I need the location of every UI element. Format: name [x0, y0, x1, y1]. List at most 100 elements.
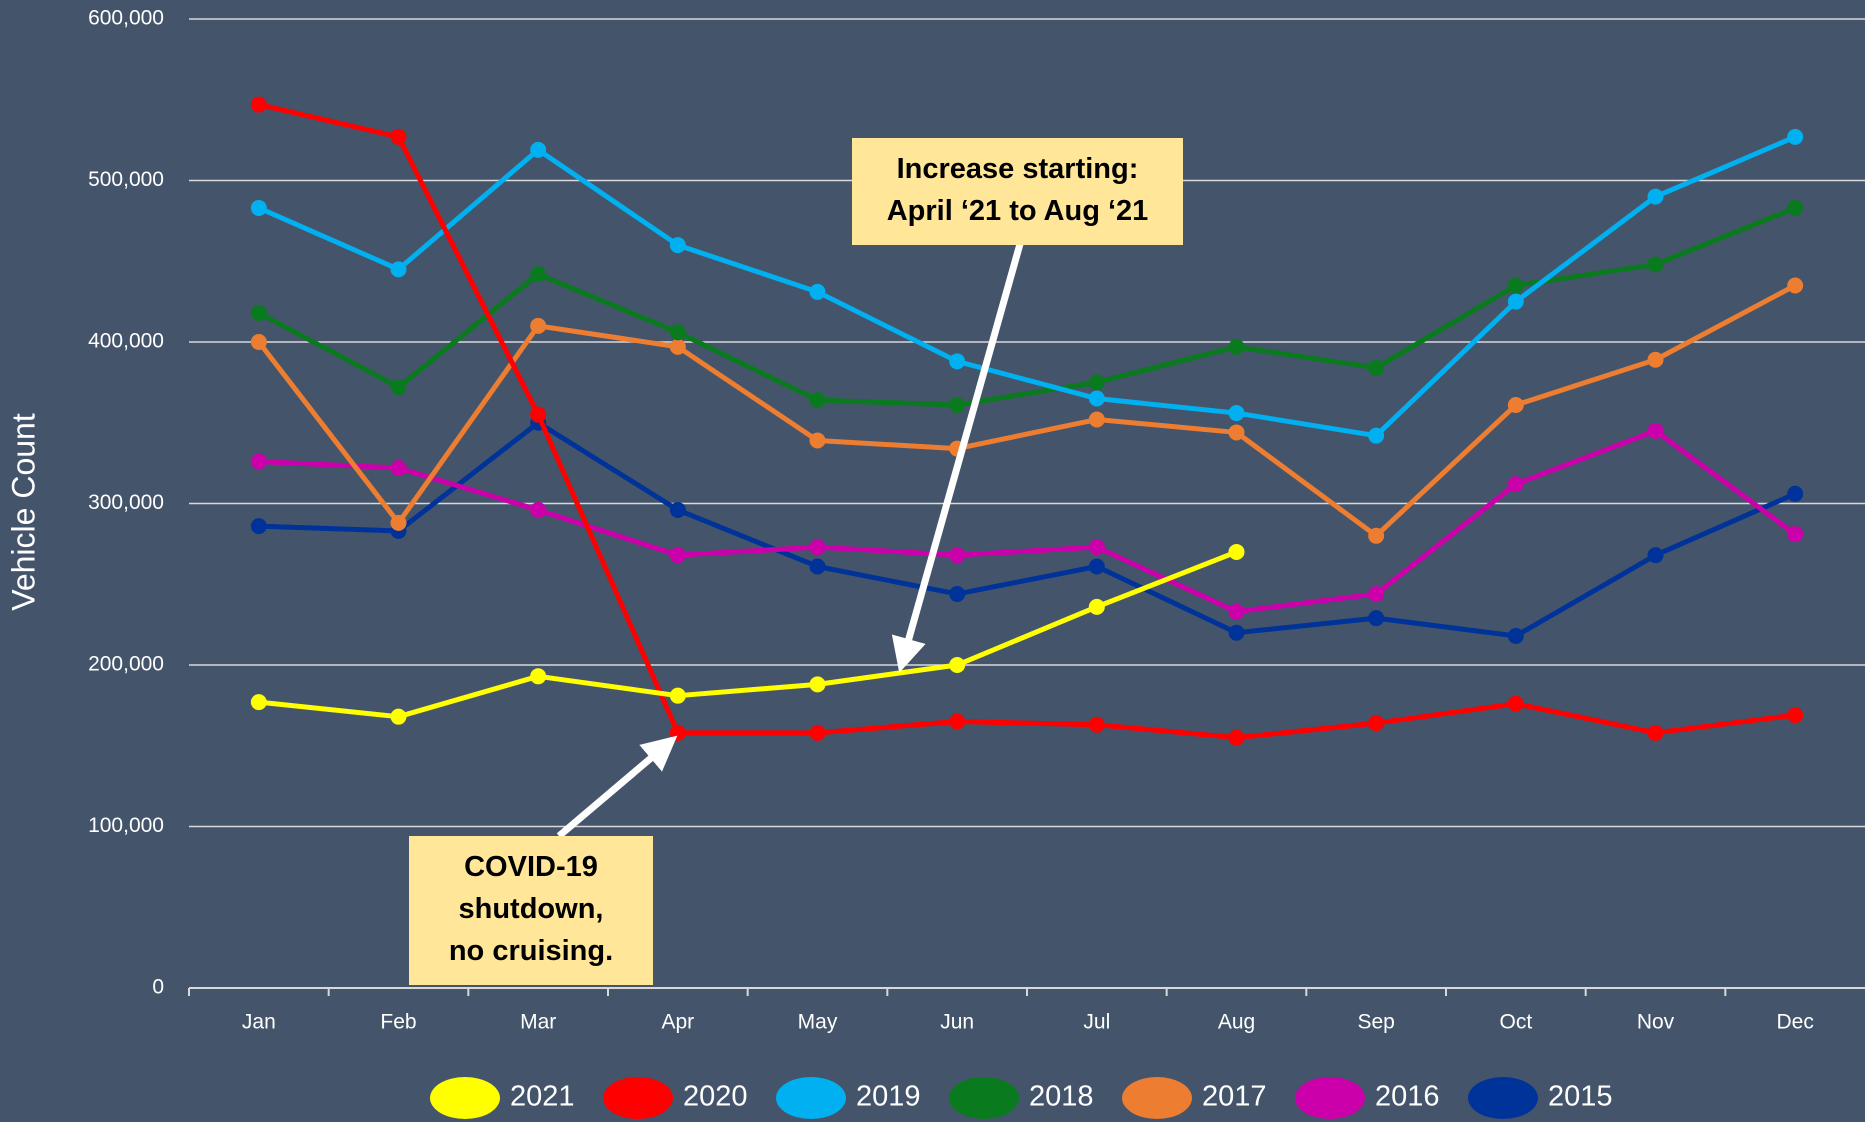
- data-point: [250, 334, 267, 350]
- data-point: [390, 379, 407, 396]
- legend-swatch: [1295, 1077, 1365, 1119]
- x-tick-label: Sep: [1357, 1011, 1394, 1034]
- data-point: [1228, 424, 1245, 441]
- data-point: [250, 694, 267, 711]
- data-point: [1787, 277, 1804, 294]
- data-point: [669, 724, 686, 741]
- annotation-text: Increase starting:: [897, 153, 1139, 185]
- data-point: [250, 96, 267, 113]
- legend-swatch: [1122, 1077, 1192, 1119]
- legend-label: 2021: [510, 1081, 575, 1113]
- data-point: [530, 317, 547, 334]
- data-point: [669, 324, 686, 341]
- data-point: [809, 283, 826, 300]
- data-point: [949, 353, 966, 370]
- data-point: [530, 266, 547, 283]
- data-point: [809, 539, 826, 556]
- legend-swatch: [430, 1077, 500, 1119]
- x-tick-label: May: [798, 1011, 838, 1034]
- data-point: [1647, 724, 1664, 741]
- legend-label: 2016: [1375, 1081, 1440, 1113]
- data-point: [390, 514, 407, 531]
- data-point: [809, 392, 826, 409]
- x-tick-label: Jan: [242, 1011, 276, 1034]
- data-point: [949, 585, 966, 602]
- series-line: [257, 134, 1797, 439]
- data-point: [809, 432, 826, 449]
- legend-label: 2018: [1029, 1081, 1094, 1113]
- data-point: [1228, 603, 1245, 620]
- data-point: [1228, 543, 1245, 560]
- data-point: [1647, 188, 1664, 205]
- data-point: [390, 128, 407, 145]
- legend-label: 2019: [856, 1081, 921, 1113]
- data-point: [1088, 716, 1105, 733]
- y-tick-label: 200,000: [88, 653, 164, 676]
- series: [250, 422, 1804, 620]
- data-point: [1507, 695, 1524, 712]
- data-point: [1368, 527, 1385, 544]
- data-point: [1088, 598, 1105, 615]
- series-line: [256, 283, 1797, 539]
- data-point: [669, 338, 686, 355]
- x-tick-label: Nov: [1637, 1011, 1675, 1034]
- data-point: [1507, 627, 1524, 644]
- data-point: [809, 724, 826, 741]
- data-point: [1088, 390, 1105, 407]
- annotation-text: COVID-19: [464, 851, 598, 883]
- data-point: [250, 518, 267, 535]
- annotation-text: shutdown,: [459, 893, 604, 925]
- data-point: [949, 396, 966, 413]
- data-point: [390, 261, 407, 278]
- annotation-arrow: [891, 243, 1024, 673]
- data-point: [1787, 526, 1804, 543]
- legend-label: 2015: [1548, 1081, 1613, 1113]
- data-point: [1507, 396, 1524, 413]
- data-point: [1647, 422, 1664, 439]
- data-point: [1368, 359, 1385, 376]
- data-point: [1507, 476, 1524, 493]
- x-tick-label: Jun: [940, 1011, 974, 1034]
- data-point: [1368, 715, 1385, 732]
- y-tick-label: 600,000: [88, 7, 164, 30]
- data-point: [530, 668, 547, 685]
- data-point: [809, 558, 826, 575]
- legend-label: 2017: [1202, 1081, 1267, 1113]
- data-point: [250, 304, 267, 321]
- data-point: [1368, 427, 1385, 444]
- data-point: [1507, 293, 1524, 310]
- data-point: [1228, 624, 1245, 641]
- y-tick-label: 400,000: [88, 330, 164, 353]
- data-point: [669, 547, 686, 564]
- data-point: [250, 453, 267, 470]
- annotation-box: [852, 138, 1183, 245]
- series-line: [258, 549, 1238, 720]
- data-point: [1507, 277, 1524, 294]
- data-point: [949, 713, 966, 730]
- data-point: [1787, 128, 1804, 145]
- legend-swatch: [1468, 1077, 1538, 1119]
- data-point: [530, 501, 547, 518]
- data-point: [1368, 585, 1385, 602]
- legend-swatch: [776, 1077, 846, 1119]
- y-tick-label: 0: [152, 976, 164, 999]
- data-point: [949, 657, 966, 673]
- x-tick-label: Jul: [1083, 1011, 1110, 1034]
- y-tick-label: 500,000: [88, 168, 164, 191]
- data-point: [809, 676, 826, 693]
- annotation-text: April ‘21 to Aug ‘21: [887, 195, 1149, 227]
- data-point: [1088, 539, 1105, 556]
- legend-swatch: [603, 1077, 673, 1119]
- data-point: [1228, 405, 1245, 422]
- y-tick-label: 100,000: [88, 814, 164, 837]
- x-tick-label: Oct: [1499, 1011, 1532, 1034]
- data-point: [1647, 351, 1664, 368]
- data-point: [1088, 374, 1105, 391]
- data-point: [1787, 485, 1804, 502]
- series-line: [258, 102, 1796, 741]
- data-point: [1647, 547, 1664, 564]
- data-point: [530, 141, 547, 158]
- legend-swatch: [949, 1077, 1019, 1119]
- data-point: [669, 237, 686, 254]
